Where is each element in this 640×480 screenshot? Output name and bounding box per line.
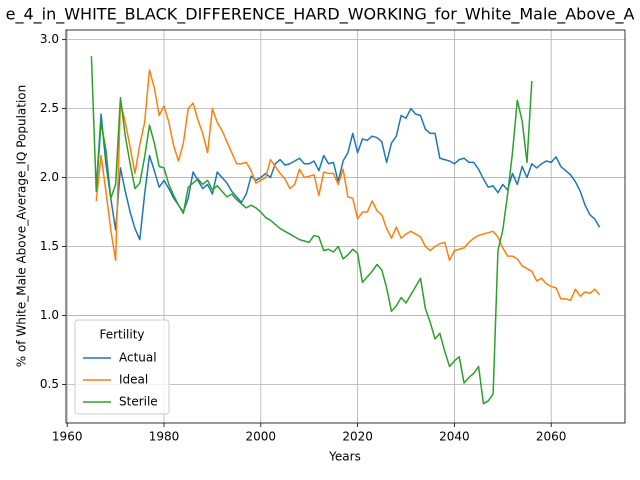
legend-label: Actual: [119, 351, 157, 365]
y-tick-label: 0.5: [40, 377, 59, 391]
plot-frame: [65, 29, 626, 424]
x-axis-label: Years: [328, 450, 361, 464]
line-series: [95, 69, 601, 302]
x-tick-label: 2000: [246, 430, 277, 444]
legend-box: [74, 319, 170, 415]
chart-title: e_4_in_WHITE_BLACK_DIFFERENCE_HARD_WORKI…: [6, 5, 635, 25]
line-series: [90, 56, 533, 405]
y-tick-label: 2.5: [40, 101, 59, 115]
line-series: [95, 107, 601, 241]
x-tick-label: 1960: [52, 430, 83, 444]
x-tick-label: 1980: [149, 430, 180, 444]
y-tick-label: 1.0: [40, 308, 59, 322]
legend-title: Fertility: [99, 328, 144, 342]
x-tick-label: 2060: [536, 430, 567, 444]
y-tick-label: 1.5: [40, 239, 59, 253]
y-tick-label: 3.0: [40, 32, 59, 46]
y-axis-label: % of White_Male Above_Average_IQ Populat…: [15, 85, 29, 368]
x-tick-label: 2020: [342, 430, 373, 444]
legend-label: Ideal: [119, 373, 148, 387]
legend: Fertility Actual Ideal Sterile: [74, 319, 170, 415]
y-tick-label: 2.0: [40, 170, 59, 184]
x-tick-label: 2040: [439, 430, 470, 444]
legend-label: Sterile: [119, 395, 158, 409]
